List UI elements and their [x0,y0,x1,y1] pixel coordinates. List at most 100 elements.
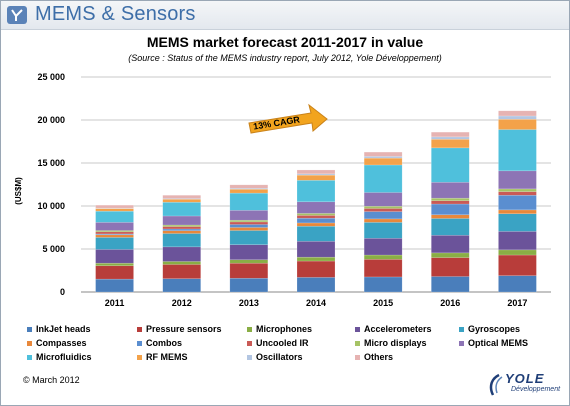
yole-swoosh-icon [489,373,503,396]
legend-entry: Gyroscopes [459,324,520,334]
bar-segment: Uncooled IR 2017: 420 [498,191,537,196]
bar-segment: Gyroscopes 2011: 1400 [95,237,134,250]
bar-segment: Optical MEMS 2014: 1350 [296,201,336,214]
x-tick-label: 2015 [373,298,393,308]
legend-swatch [27,354,32,360]
bar-segment: Compasses 2015: 400 [363,218,403,223]
legend-swatch [355,340,360,346]
legend-entry: InkJet heads [27,324,91,334]
legend-entry: Microfluidics [27,352,92,362]
legend-label: InkJet heads [36,324,91,334]
bar-segment: Combos 2013: 350 [229,224,269,228]
y-tick-labels: 0 5 000 10 000 15 000 20 000 25 000 [37,72,65,297]
bar-segment: Others 2012: 380 [162,195,201,199]
legend-label: Others [364,352,394,362]
y-tick-label: 20 000 [37,115,65,125]
bar-segment: Accelerometers 2011: 1600 [95,249,134,264]
copyright-text: © March 2012 [23,375,80,385]
bar-segment: InkJet heads 2014: 1700 [296,277,336,293]
yole-logo: YOLE Développement [485,371,561,401]
bar-segment: Oscillators 2016: 280 [431,136,470,140]
bar-segment: Pressure sensors 2016: 2200 [431,257,470,277]
bar-segment: Microfluidics 2011: 1300 [95,210,134,223]
bar-segment: RF MEMS 2012: 350 [162,198,201,203]
legend-entry: Microphones [247,324,312,334]
bar-segment: Microphones 2014: 450 [296,256,336,262]
bar-segment: Optical MEMS 2017: 2100 [498,170,537,190]
bar-segment: Uncooled IR 2012: 280 [162,226,201,230]
y-tick-label: 5 000 [42,244,65,254]
bar-segment: Optical MEMS 2012: 1050 [162,215,201,226]
bar-segment: Microphones 2016: 550 [431,252,470,258]
bar-segment: Compasses 2012: 330 [162,230,201,234]
bar-segment: Uncooled IR 2015: 360 [363,208,403,212]
bar-segment: Uncooled IR 2013: 300 [229,221,269,225]
bar-segment: Oscillators 2017: 380 [498,115,537,120]
bar-segment: Others 2011: 350 [95,204,134,209]
x-tick-labels: 2011 2012 2013 2014 2015 2016 2017 [105,298,528,308]
yole-brand: YOLE [505,371,545,386]
bar-segment: Uncooled IR 2011: 250 [95,231,134,235]
bar-segment: Microphones 2011: 300 [95,262,134,267]
bar-segment: Pressure sensors 2013: 1750 [229,262,269,279]
cagr-annotation: 13% CAGR [248,103,328,134]
bar-segment: Others 2017: 600 [498,110,537,117]
legend-label: Oscillators [256,352,303,362]
bar-segment: Accelerometers 2014: 1850 [296,241,336,258]
legend-entry: Pressure sensors [137,324,222,334]
bar-segment: Accelerometers 2012: 1700 [162,246,201,262]
legend-swatch [459,326,464,332]
bar-segment: InkJet heads 2017: 1900 [498,275,537,293]
bar-segment: Microfluidics 2012: 1600 [162,201,201,217]
bar-segment: Optical MEMS 2013: 1150 [229,210,269,221]
bar-segment: Microphones 2012: 350 [162,261,201,265]
legend-label: Uncooled IR [256,338,309,348]
legend-swatch [137,354,142,360]
stacked-bar-chart: 0 5 000 10 000 15 000 20 000 25 000 InkJet he… [14,72,551,308]
bar-segment: Micro displays 2013: 200 [229,219,269,223]
chart-subtitle: (Source : Status of the MEMS industry re… [128,53,442,63]
bar-segment: Uncooled IR 2014: 330 [296,215,336,219]
bar-segment: RF MEMS 2015: 800 [363,157,403,166]
bar-segment: Microfluidics 2015: 3200 [363,164,403,193]
bar-segment: Compasses 2014: 380 [296,222,336,227]
legend-entry: RF MEMS [137,352,188,362]
bar-segment: Pressure sensors 2015: 2050 [363,259,403,278]
y-axis-label: (US$M) [14,177,23,205]
legend-label: Optical MEMS [468,338,529,348]
legend-label: Micro displays [364,338,427,348]
legend-entry: Micro displays [355,338,427,348]
bar-segment: Pressure sensors 2017: 2400 [498,254,537,276]
bar-segment: RF MEMS 2017: 1200 [498,118,537,130]
legend-label: Pressure sensors [146,324,222,334]
y-tick-label: 25 000 [37,72,65,82]
bar-segment: Uncooled IR 2016: 390 [431,200,470,205]
bar-segment: Gyroscopes 2015: 1850 [363,222,403,239]
bar-segment: Pressure sensors 2012: 1650 [162,264,201,279]
legend-row: InkJet heads Pressure sensors Microphones A… [27,324,567,336]
y-tick-label: 0 [60,287,65,297]
legend-label: Accelerometers [364,324,432,334]
bar-segment: InkJet heads 2015: 1750 [363,276,403,293]
bar-segment: InkJet heads 2016: 1800 [431,276,470,293]
y-tick-label: 10 000 [37,201,65,211]
bar-segment: Combos 2016: 1250 [431,203,470,216]
legend-swatch [27,326,32,332]
yole-mark-icon [7,6,27,24]
bar-segment: Combos 2014: 550 [296,217,336,224]
bar-segment: Gyroscopes 2016: 1950 [431,218,470,236]
bar-segment: Gyroscopes 2013: 1650 [229,230,269,245]
bar-segment: InkJet heads 2012: 1550 [162,278,201,293]
bar-segment: Combos 2012: 200 [162,228,201,231]
bar-segment: Others 2013: 400 [229,184,269,189]
legend-swatch [355,354,360,360]
legend-label: Gyroscopes [468,324,521,334]
legend-swatch [137,340,142,346]
bar-segment: Combos 2017: 1700 [498,195,537,211]
bar-segment: Micro displays 2016: 290 [431,197,470,201]
bar-segment: Others 2016: 550 [431,131,470,138]
bar-segment: Microfluidics 2017: 4800 [498,129,537,172]
